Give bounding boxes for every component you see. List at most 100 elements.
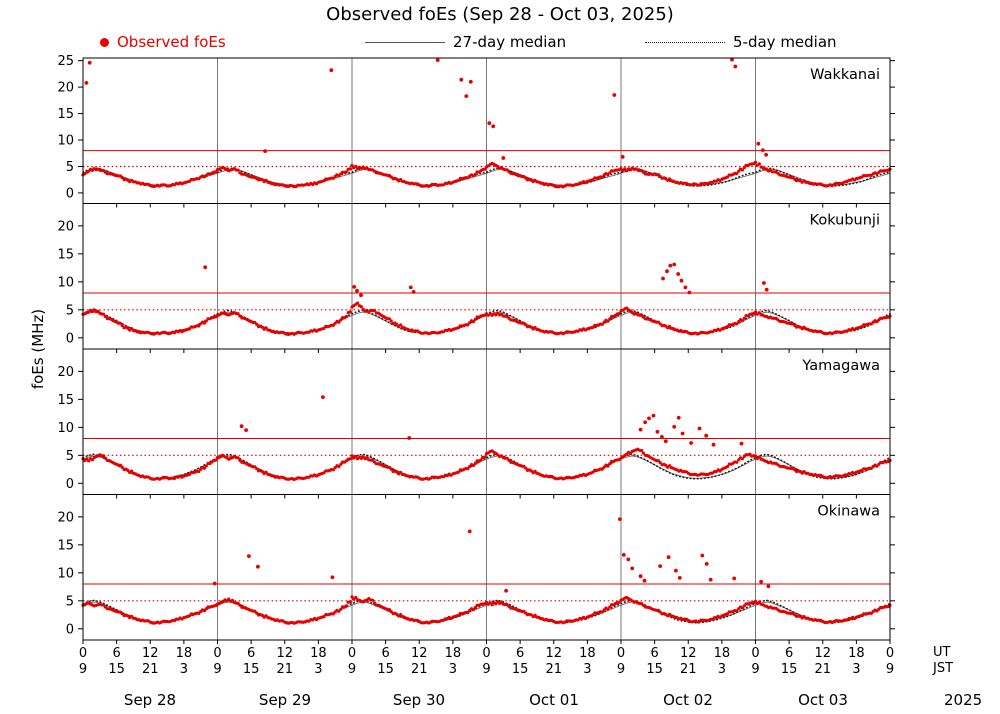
ut-axis-label: UT xyxy=(933,645,951,660)
solid-line-icon xyxy=(365,41,445,43)
axis-tick-label: 15 xyxy=(57,107,74,122)
axis-tick-label: 0 xyxy=(617,646,625,661)
axis-tick-label: 25 xyxy=(57,54,74,69)
axis-tick-label: 10 xyxy=(57,134,74,149)
axis-tick-label: 6 xyxy=(381,646,389,661)
axis-tick-label: 0 xyxy=(66,477,74,492)
legend-observed-label: Observed foEs xyxy=(117,33,226,51)
legend-item-observed: Observed foEs xyxy=(100,32,226,52)
axis-tick-label: 21 xyxy=(814,662,831,677)
median-5day-line xyxy=(82,167,891,187)
axis-tick-label: 21 xyxy=(276,662,293,677)
axis-tick-label: 3 xyxy=(449,662,457,677)
y-axis-label: foEs (MHz) xyxy=(29,308,47,390)
axis-tick-label: 9 xyxy=(751,662,759,677)
axis-tick-label: 0 xyxy=(79,646,87,661)
axis-tick-label: 3 xyxy=(314,662,322,677)
axis-tick-label: 9 xyxy=(79,662,87,677)
observed-points xyxy=(81,262,892,336)
axis-tick-label: 9 xyxy=(482,662,490,677)
date-label-oct02: Oct 02 xyxy=(663,691,713,709)
axis-tick-label: 15 xyxy=(781,662,798,677)
station-label: Okinawa xyxy=(817,504,880,520)
axis-tick-label: 5 xyxy=(66,594,74,609)
axis-tick-label: 0 xyxy=(886,646,894,661)
axis-tick-label: 12 xyxy=(411,646,428,661)
panel-yamagawa: 0 5 10 15 20 Yamagawa xyxy=(57,348,895,499)
date-label-sep28: Sep 28 xyxy=(123,691,177,709)
axis-tick-label: 6 xyxy=(112,646,120,661)
axis-tick-label: 15 xyxy=(57,538,74,553)
axis-tick-label: 9 xyxy=(886,662,894,677)
axis-tick-label: 18 xyxy=(848,646,865,661)
axis-tick-label: 18 xyxy=(176,646,193,661)
dotted-line-icon xyxy=(645,41,725,43)
axis-tick-label: 12 xyxy=(545,646,562,661)
axis-tick-label: 5 xyxy=(66,303,74,318)
year-label: 2025 xyxy=(944,691,983,709)
axis-tick-label: 15 xyxy=(377,662,394,677)
axis-tick-label: 18 xyxy=(445,646,462,661)
axis-tick-label: 12 xyxy=(142,646,159,661)
x-axis-hour-labels: 0961512211830961512211830961512211830961… xyxy=(79,646,894,677)
axis-tick-label: 20 xyxy=(57,510,74,525)
axis-tick-label: 21 xyxy=(545,662,562,677)
observed-points xyxy=(81,517,892,625)
axis-tick-label: 12 xyxy=(680,646,697,661)
date-label-oct03: Oct 03 xyxy=(798,691,848,709)
station-label: Wakkanai xyxy=(810,67,880,83)
axis-tick-label: 9 xyxy=(348,662,356,677)
axis-tick-label: 15 xyxy=(646,662,663,677)
axis-tick-label: 0 xyxy=(66,331,74,346)
median-27day-line xyxy=(82,455,891,479)
axis-tick-label: 12 xyxy=(276,646,293,661)
observed-dot-icon xyxy=(100,37,109,47)
axis-tick-label: 10 xyxy=(57,566,74,581)
axis-tick-label: 21 xyxy=(142,662,159,677)
axis-tick-label: 3 xyxy=(180,662,188,677)
axis-tick-label: 18 xyxy=(579,646,596,661)
axis-tick-label: 0 xyxy=(482,646,490,661)
axis-tick-label: 3 xyxy=(583,662,591,677)
axis-tick-label: 21 xyxy=(411,662,428,677)
axis-tick-label: 15 xyxy=(512,662,529,677)
axis-tick-label: 12 xyxy=(814,646,831,661)
jst-axis-label: JST xyxy=(933,661,954,676)
axis-tick-label: 20 xyxy=(57,81,74,96)
panel-okinawa: 0 5 10 15 20 Okinawa xyxy=(57,494,895,644)
axis-tick-label: 9 xyxy=(617,662,625,677)
axis-tick-label: 15 xyxy=(57,247,74,262)
date-label-sep30: Sep 30 xyxy=(392,691,446,709)
station-label: Yamagawa xyxy=(801,358,880,374)
axis-tick-label: 5 xyxy=(66,160,74,175)
axis-tick-label: 15 xyxy=(108,662,125,677)
observed-points xyxy=(81,395,892,482)
panel-wakkanai: 0 5 10 15 20 25 Wakkanai xyxy=(57,54,895,208)
legend-item-27day-median: 27-day median xyxy=(365,32,566,52)
axis-tick-label: 18 xyxy=(310,646,327,661)
axis-tick-label: 21 xyxy=(680,662,697,677)
axis-tick-label: 0 xyxy=(213,646,221,661)
axis-tick-label: 6 xyxy=(516,646,524,661)
chart-title: Observed foEs (Sep 28 - Oct 03, 2025) xyxy=(326,4,674,25)
axis-tick-label: 3 xyxy=(852,662,860,677)
axis-tick-label: 10 xyxy=(57,421,74,436)
axis-tick-label: 15 xyxy=(243,662,260,677)
axis-tick-label: 10 xyxy=(57,275,74,290)
date-label-sep29: Sep 29 xyxy=(258,691,312,709)
legend-27day-label: 27-day median xyxy=(453,33,567,51)
axis-tick-label: 6 xyxy=(650,646,658,661)
axis-tick-label: 0 xyxy=(66,622,74,637)
axis-tick-label: 5 xyxy=(66,449,74,464)
median-27day-line xyxy=(82,168,891,186)
legend-5day-label: 5-day median xyxy=(733,33,837,51)
station-label: Kokubunji xyxy=(810,213,880,229)
axis-tick-label: 18 xyxy=(714,646,731,661)
observed-points xyxy=(81,57,892,189)
panel-kokubunji: 0 5 10 15 20 Kokubunji xyxy=(57,203,895,353)
legend-item-5day-median: 5-day median xyxy=(645,32,837,52)
axis-tick-label: 20 xyxy=(57,219,74,234)
axis-tick-label: 0 xyxy=(751,646,759,661)
